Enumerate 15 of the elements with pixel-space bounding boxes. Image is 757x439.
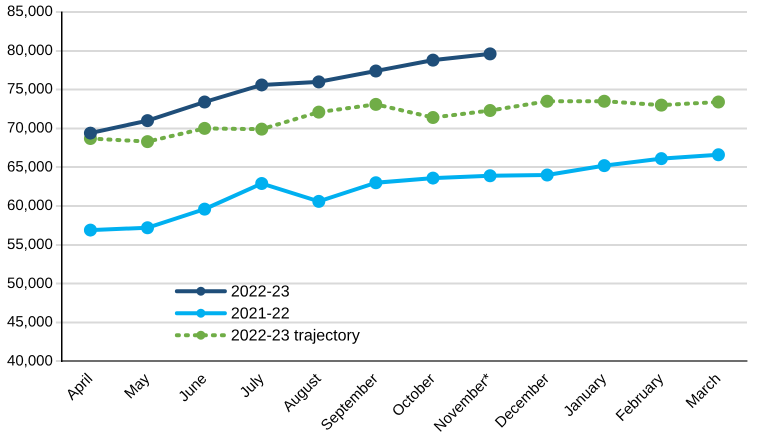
y-tick-label: 45,000 — [6, 314, 53, 331]
y-tick-label: 65,000 — [6, 158, 53, 176]
y-tick-label: 85,000 — [6, 3, 53, 20]
y-tick-label: 75,000 — [6, 80, 53, 98]
legend-label: 2022-23 — [230, 284, 290, 301]
y-tick-label: 55,000 — [6, 236, 53, 253]
y-tick-label: 60,000 — [6, 197, 53, 214]
x-tick-label: July — [236, 370, 268, 402]
y-tick-label: 50,000 — [6, 274, 53, 292]
x-tick-label: May — [121, 370, 154, 402]
y-tick-label: 40,000 — [6, 352, 53, 370]
legend-label: 2021-22 — [230, 306, 290, 323]
y-tick-label: 70,000 — [6, 120, 53, 137]
y-tick-label: 80,000 — [6, 42, 53, 59]
legend-label: 2022-23 trajectory — [230, 328, 360, 345]
